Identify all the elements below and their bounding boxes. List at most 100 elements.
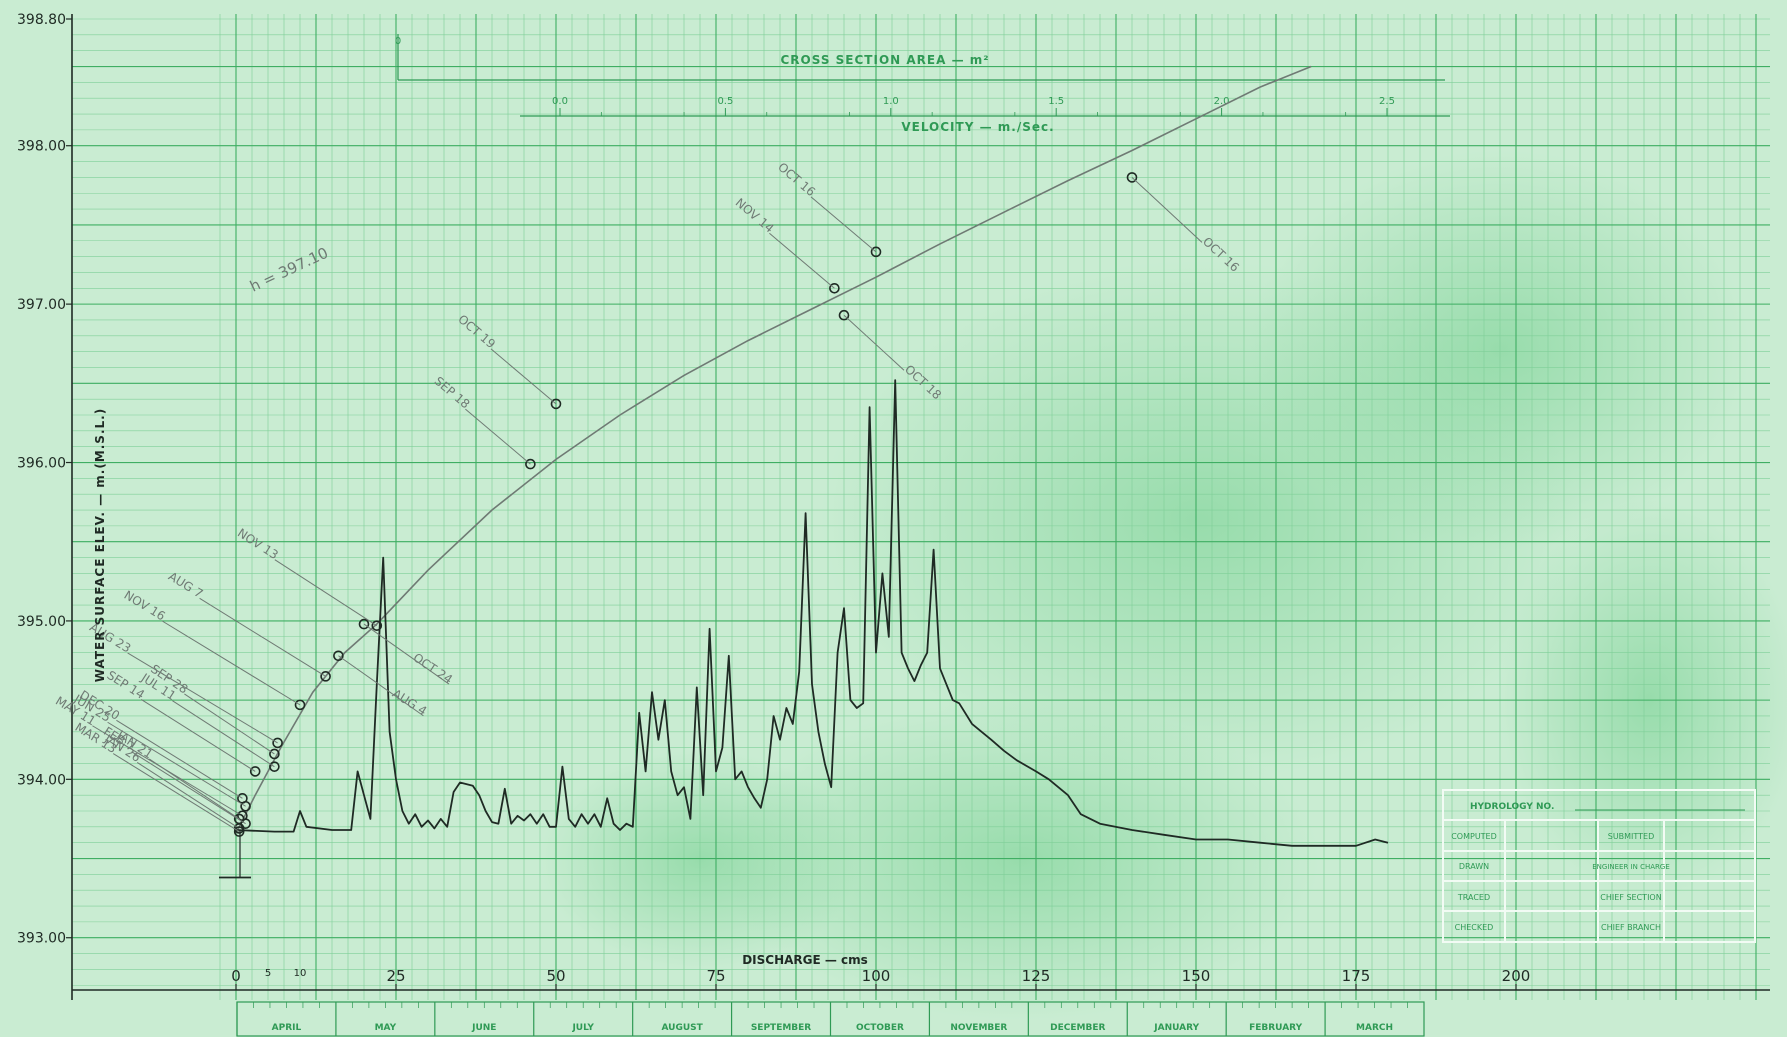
- measurement-leader: [843, 314, 905, 371]
- y-tick-label: 393.00: [17, 931, 66, 947]
- title-block-drawn: DRAWN: [1459, 862, 1489, 871]
- measurement-point: [870, 246, 882, 258]
- title-block-hydrology: HYDROLOGY NO.: [1470, 802, 1554, 812]
- x-tick-label: 25: [386, 967, 405, 985]
- measurement-point: [333, 650, 344, 662]
- paper-stains: [540, 150, 1787, 1020]
- measurement-leader: [136, 762, 240, 829]
- title-block-computed: COMPUTED: [1451, 832, 1497, 841]
- month-label: NOVEMBER: [950, 1023, 1007, 1033]
- measurement-point: [358, 618, 370, 630]
- measurement-point: [525, 458, 536, 470]
- x-tick-label: 200: [1502, 967, 1531, 985]
- y-tick-label: 396.00: [17, 456, 66, 472]
- measurement-leader: [769, 232, 835, 289]
- measurement-leader: [490, 348, 557, 405]
- velocity-tick-label: 2.5: [1379, 96, 1395, 107]
- measurement-point: [829, 282, 840, 294]
- velocity-scale-label: VELOCITY — m./Sec.: [901, 120, 1054, 134]
- measurement-leader: [465, 408, 531, 465]
- month-label: MAY: [375, 1023, 397, 1033]
- month-label: AUGUST: [661, 1023, 703, 1033]
- measurement-leader: [112, 753, 240, 833]
- measurement-leader: [116, 719, 243, 799]
- title-block-submitted: SUBMITTED: [1608, 832, 1655, 841]
- month-label: JULY: [571, 1023, 594, 1033]
- y-axis-tick-labels: 393.00 394.00 395.00 396.00 397.00 398.00 398.…: [17, 12, 72, 947]
- measurement-leader: [107, 721, 246, 807]
- velocity-tick-label: 1.5: [1048, 96, 1064, 107]
- grid-major: [72, 14, 1770, 1000]
- measurement-point: [320, 671, 331, 682]
- title-block-checked: CHECKED: [1455, 923, 1494, 932]
- series-layer: [219, 65, 1389, 879]
- axes: [71, 14, 1770, 1000]
- measurement-point: [550, 398, 562, 410]
- measurement-point: [1126, 172, 1138, 183]
- month-label: MARCH: [1356, 1023, 1393, 1033]
- measurement-leader: [363, 623, 450, 685]
- velocity-tick-label: 0.0: [552, 96, 568, 107]
- series-rating-curve: [235, 65, 1312, 834]
- velocity-tick-label: 2.0: [1214, 96, 1230, 107]
- month-label: JUNE: [471, 1023, 496, 1033]
- x-tick-label: 0: [231, 967, 241, 985]
- measurement-point: [249, 766, 261, 777]
- x-tick-label: 75: [706, 967, 725, 985]
- month-label: DECEMBER: [1050, 1023, 1105, 1033]
- title-block-chief-branch: CHIEF BRANCH: [1601, 923, 1661, 932]
- measurement-point: [294, 699, 306, 711]
- x-tick-label: 50: [546, 967, 565, 985]
- title-block-traced: TRACED: [1457, 893, 1490, 902]
- measurement-leader: [148, 758, 240, 820]
- measurement-point: [240, 818, 251, 829]
- measurement-point: [371, 620, 383, 631]
- measurement-point: [233, 826, 245, 837]
- title-block: HYDROLOGY NO. COMPUTED SUBMITTED DRAWN E…: [1442, 789, 1756, 943]
- month-label: SEPTEMBER: [751, 1023, 811, 1033]
- x-tick-label: 150: [1182, 967, 1211, 985]
- measurement-leader: [338, 655, 424, 717]
- measurement-leader: [172, 700, 275, 768]
- x-tick-label: 175: [1342, 967, 1371, 985]
- title-block-chief-section: CHIEF SECTION: [1600, 893, 1661, 902]
- velocity-tick-label: 0.5: [717, 96, 733, 107]
- measurement-leader: [184, 693, 275, 755]
- x-minor-tick-label: 5: [265, 968, 271, 979]
- measurement-point: [272, 737, 283, 749]
- top-scales: 0 CROSS SECTION AREA — m² 0.0 0.5 1.0 1.5 2.0 2…: [395, 34, 1450, 134]
- measurement-point: [838, 309, 850, 321]
- y-tick-label: 398.80: [17, 12, 66, 28]
- area-scale-tick: 0: [395, 36, 401, 47]
- x-minor-tick-label: 10: [294, 968, 307, 979]
- measurement-point: [269, 761, 280, 772]
- measurement-point: [240, 800, 251, 812]
- measurement-leader: [127, 652, 278, 744]
- measurement-leader: [1131, 177, 1203, 243]
- month-label: JANUARY: [1153, 1023, 1199, 1033]
- month-label: OCTOBER: [856, 1023, 904, 1033]
- y-tick-label: 398.00: [17, 139, 66, 155]
- measurement-leader: [131, 751, 246, 825]
- month-label: APRIL: [272, 1023, 302, 1033]
- x-tick-label: 125: [1022, 967, 1051, 985]
- y-axis-label: WATER SURFACE ELEV. — m.(M.S.L.): [93, 408, 107, 682]
- series-hydrograph: [235, 379, 1389, 847]
- y-tick-label: 395.00: [17, 614, 66, 630]
- month-label: FEBRUARY: [1249, 1023, 1303, 1033]
- y-tick-label: 397.00: [17, 297, 66, 313]
- measurement-leader: [810, 196, 877, 253]
- measurement-point: [269, 748, 280, 760]
- measurement-leader: [274, 559, 378, 627]
- measurement-leader: [140, 698, 256, 772]
- month-strip: APRIL MAY JUNE JULY AUGUST SEPTEMBER OCTOBER NO…: [236, 1001, 1425, 1037]
- y-tick-label: 394.00: [17, 772, 66, 788]
- area-scale-label: CROSS SECTION AREA — m²: [780, 53, 989, 67]
- x-axis-label: DISCHARGE — cms: [742, 953, 868, 967]
- measurement-leader: [161, 620, 301, 706]
- velocity-tick-label: 1.0: [883, 96, 899, 107]
- x-axis-tick-labels: 0 25 50 75 100 125 150 175 200 5 10: [231, 967, 1530, 990]
- title-block-engineer: ENGINEER IN CHARGE: [1592, 863, 1670, 871]
- measurement-leader: [199, 597, 326, 677]
